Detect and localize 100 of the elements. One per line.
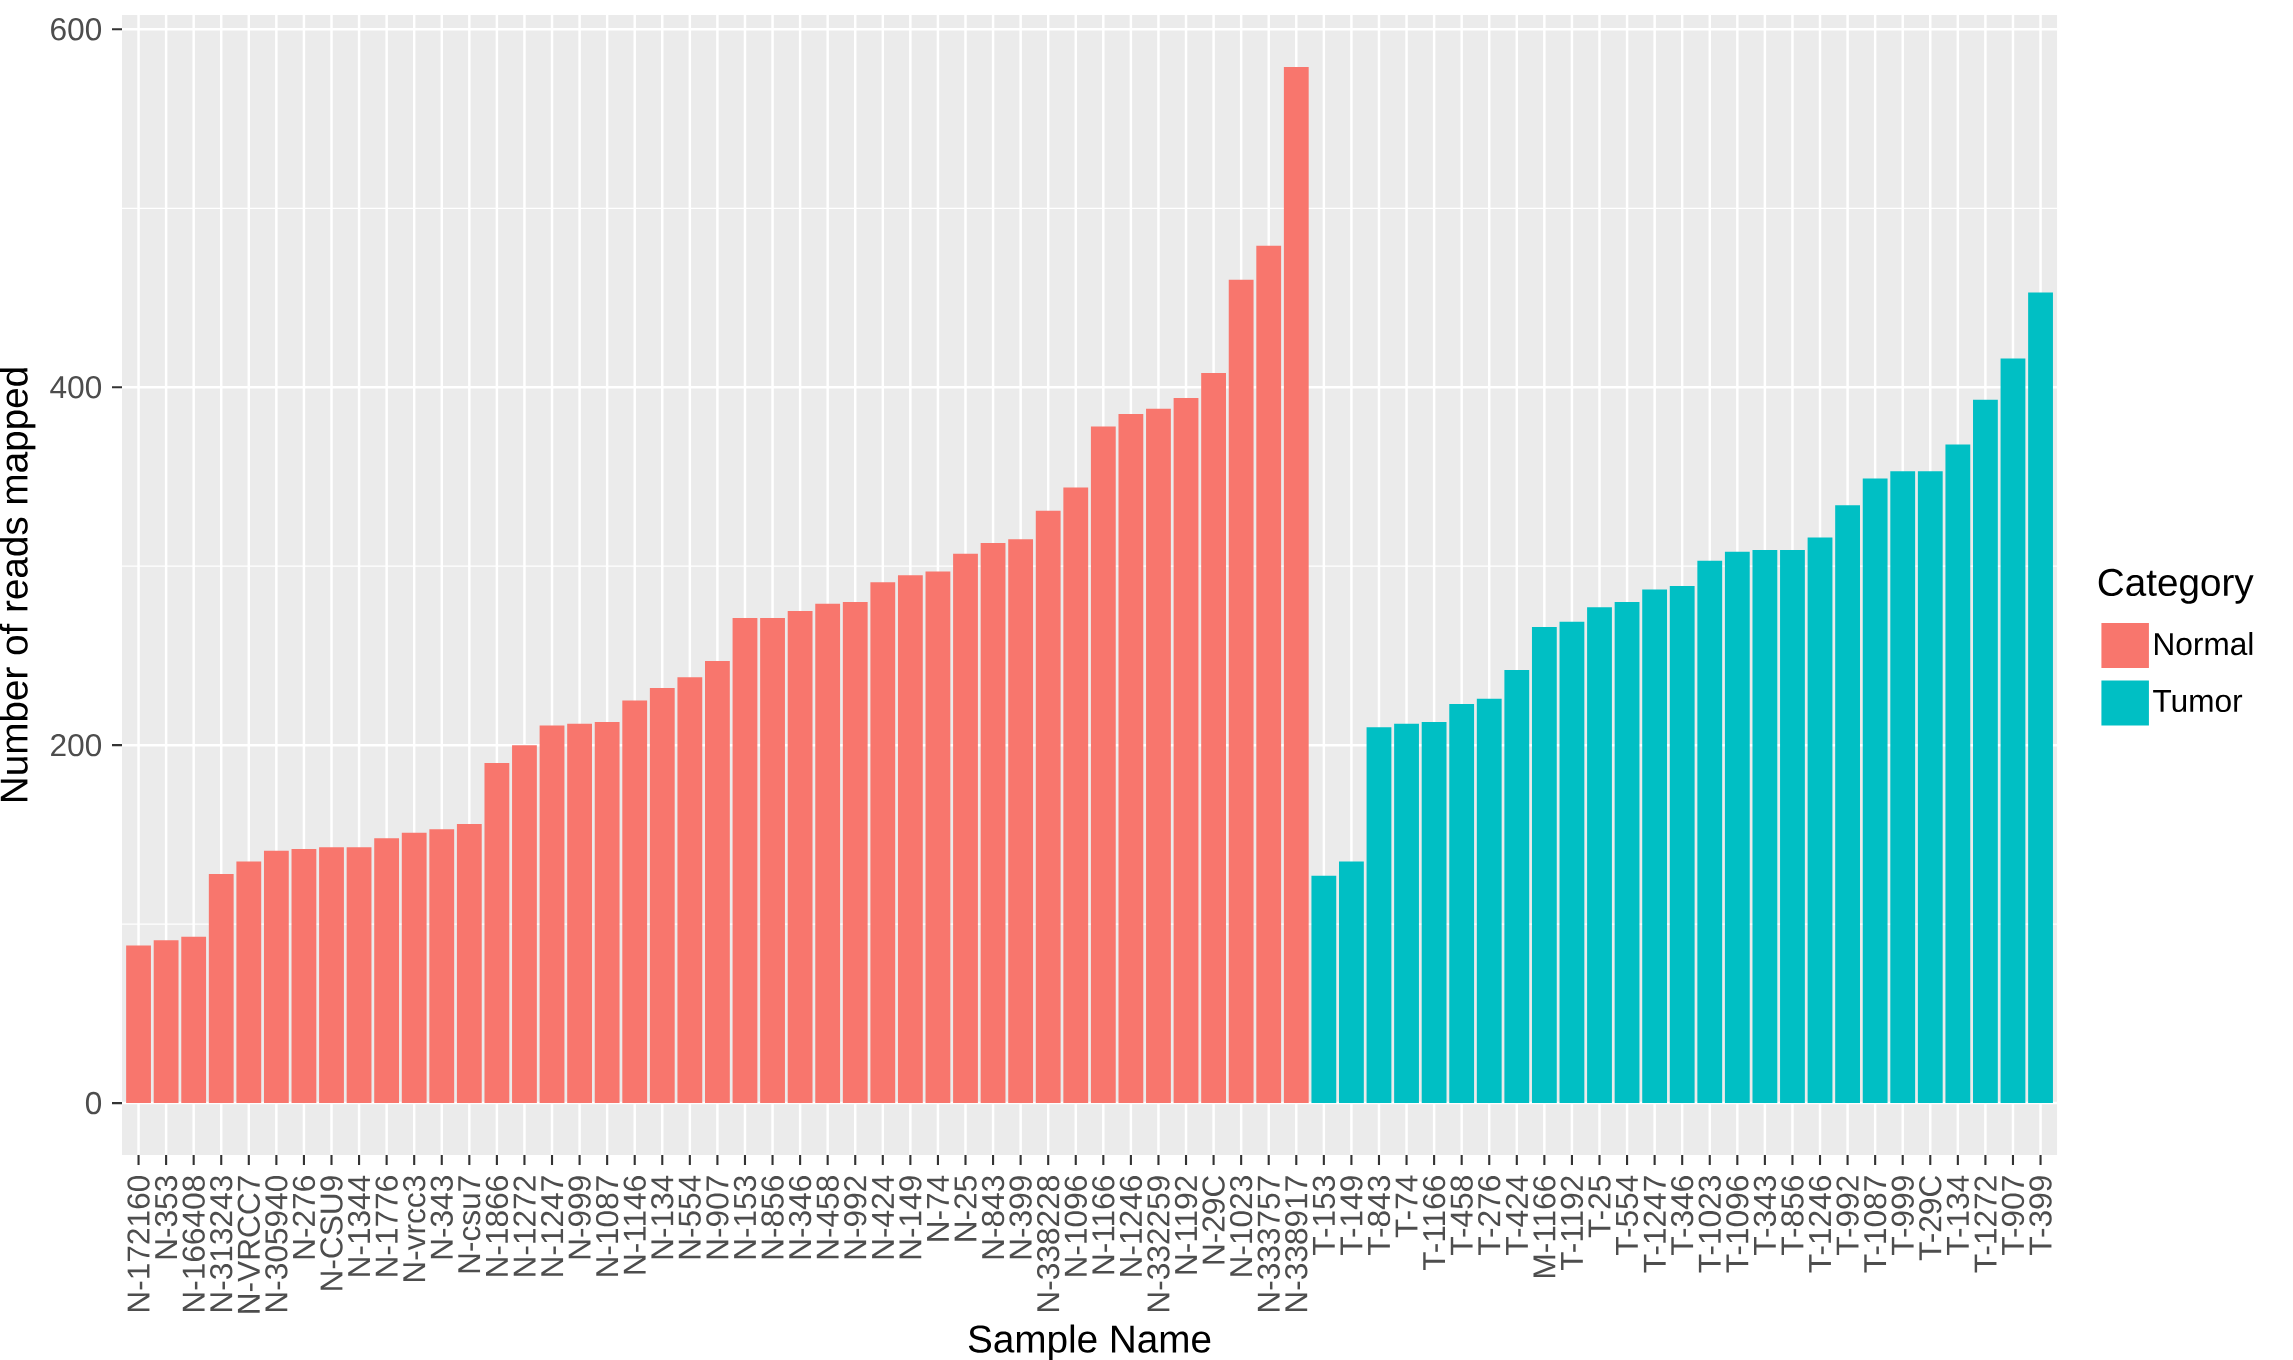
bar (1008, 539, 1034, 1104)
x-tick-label: N-1023 (1229, 1176, 1253, 1276)
bar (1228, 279, 1254, 1104)
bar (1118, 414, 1144, 1104)
bar (1724, 551, 1750, 1104)
x-tick-label: N-399 (1009, 1176, 1032, 1259)
bar (1973, 399, 1998, 1104)
bar (1449, 703, 1475, 1104)
x-tick-label: T-843 (1367, 1176, 1391, 1255)
x-tick-label: N-1247 (540, 1176, 564, 1276)
x-tick-label: T-424 (1505, 1175, 1528, 1255)
x-tick-label: T-1192 (1560, 1176, 1584, 1271)
y-axis-title: Number of reads mapped (0, 368, 36, 802)
x-tick-label: N-172160 (127, 1175, 150, 1312)
x-tick-label: T-343 (1753, 1176, 1777, 1255)
x-tick-label: T-999 (1891, 1176, 1914, 1255)
bar (1339, 861, 1364, 1104)
bar (594, 721, 620, 1104)
x-tick-label: N-1776 (375, 1176, 398, 1276)
x-tick-label: N-856 (761, 1176, 784, 1259)
x-tick-label: N-343 (430, 1176, 453, 1259)
x-tick-label: N-166408 (182, 1176, 205, 1312)
x-tick-label: N-424 (871, 1175, 894, 1259)
bar (319, 847, 344, 1104)
bar (1835, 505, 1860, 1104)
bar (1780, 550, 1805, 1104)
y-tick-label: 200 (51, 733, 102, 757)
bar (1394, 723, 1419, 1104)
bar (1669, 585, 1695, 1104)
bar (263, 850, 289, 1104)
bar (1283, 66, 1309, 1104)
bar (1890, 471, 1916, 1104)
x-tick-label: N-153 (733, 1176, 757, 1259)
x-tick-label: N-992 (844, 1176, 867, 1259)
x-tick-label: T-856 (1781, 1176, 1804, 1255)
x-tick-label: T-992 (1836, 1176, 1859, 1255)
x-tick-label: N-338917 (1285, 1176, 1308, 1312)
bar (1090, 426, 1116, 1104)
x-tick-label: T-1166 (1422, 1176, 1446, 1271)
bar (1256, 245, 1282, 1104)
bar (512, 745, 537, 1104)
x-tick-label: N-29C (1202, 1175, 1225, 1264)
bar (2028, 292, 2053, 1104)
bar (1697, 560, 1723, 1104)
bar (208, 874, 234, 1104)
bar (153, 940, 179, 1104)
bar (456, 823, 482, 1104)
x-tick-label: N-313243 (210, 1176, 233, 1312)
x-tick-label: T-1272 (1974, 1176, 1997, 1273)
bar (1862, 478, 1888, 1104)
x-tick-label: T-134 (1946, 1175, 1970, 1255)
bar (567, 723, 592, 1104)
y-tick-label: 0 (85, 1091, 102, 1115)
bar (126, 945, 151, 1104)
x-tick-label: T-1087 (1863, 1176, 1887, 1273)
x-tick-label: T-74 (1395, 1175, 1418, 1238)
bar (897, 575, 923, 1104)
x-tick-label: N-149 (899, 1176, 922, 1259)
bar (1531, 627, 1557, 1104)
bar (1642, 589, 1668, 1104)
y-tick-label: 600 (51, 18, 102, 41)
bar (1752, 550, 1778, 1104)
x-tick-label: T-907 (2001, 1176, 2025, 1255)
legend-label: Tumor (2153, 690, 2243, 713)
x-tick-label: T-276 (1478, 1176, 1501, 1255)
x-tick-label: T-458 (1450, 1176, 1473, 1255)
bar (1201, 372, 1226, 1104)
bar (1146, 408, 1171, 1104)
x-tick-label: N-332259 (1147, 1176, 1170, 1312)
bar (677, 677, 703, 1104)
x-tick-label: T-29C (1919, 1175, 1942, 1261)
bar (649, 687, 675, 1104)
x-axis-title: Sample Name (968, 1324, 1211, 1360)
x-tick-label: N-999 (568, 1176, 591, 1259)
x-tick-label: N-276 (292, 1176, 316, 1259)
x-tick-label: N-353 (154, 1176, 178, 1259)
bar (1035, 510, 1061, 1104)
x-tick-label: N-1246 (1119, 1176, 1143, 1276)
x-tick-label: N-1866 (485, 1176, 509, 1276)
bar (925, 571, 951, 1104)
x-tick-label: N-1096 (1064, 1176, 1087, 1276)
x-tick-label: T-149 (1340, 1176, 1363, 1255)
x-tick-label: T-25 (1588, 1176, 1611, 1238)
x-tick-label: N-1192 (1174, 1176, 1198, 1274)
x-tick-label: T-1247 (1643, 1176, 1666, 1273)
x-tick-label: N-1344 (347, 1175, 371, 1276)
bar (484, 763, 510, 1104)
x-tick-label: N-458 (816, 1176, 839, 1259)
bar (622, 700, 648, 1104)
x-tick-label: N-74 (927, 1175, 949, 1241)
legend-label: Normal (2155, 631, 2253, 656)
bar (1559, 621, 1585, 1104)
bar (1173, 397, 1199, 1104)
bar (705, 661, 730, 1104)
x-tick-label: N-843 (981, 1176, 1005, 1259)
bar (815, 603, 841, 1104)
bar (1366, 727, 1392, 1104)
x-tick-label: N-csu7 (458, 1176, 481, 1273)
x-tick-label: N-1087 (595, 1176, 619, 1276)
x-tick-label: T-399 (2029, 1176, 2052, 1255)
